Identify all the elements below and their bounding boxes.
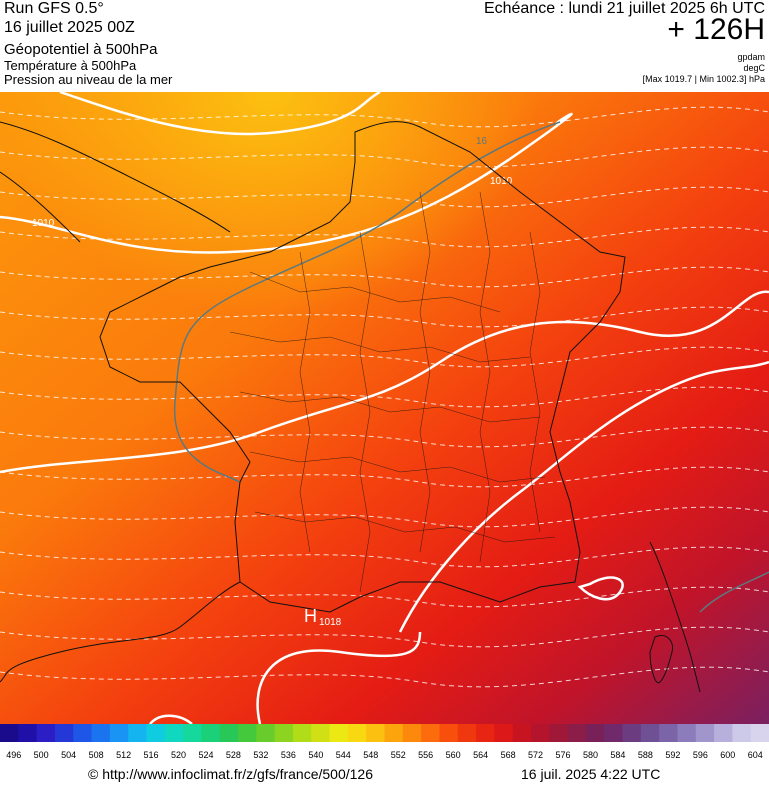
color-scale-swatch bbox=[750, 724, 769, 742]
geopotential-high-area bbox=[0, 92, 769, 724]
color-scale-swatch bbox=[219, 724, 239, 742]
color-scale-tick-label: 592 bbox=[665, 750, 680, 760]
color-scale-swatch bbox=[366, 724, 385, 742]
run-title: Run GFS 0.5° bbox=[4, 0, 104, 17]
color-scale-swatch bbox=[567, 724, 587, 742]
color-scale-swatches bbox=[0, 724, 769, 742]
color-scale-swatch bbox=[109, 724, 129, 742]
department-borders bbox=[229, 191, 556, 593]
forecast-lead-time: + 126H bbox=[667, 13, 765, 46]
color-scale-tick-label: 580 bbox=[583, 750, 598, 760]
color-scale-swatch bbox=[183, 724, 202, 742]
weather-map: 1010 1010 16 H 1018 bbox=[0, 92, 769, 724]
color-scale-swatch bbox=[732, 724, 752, 742]
color-scale-swatch bbox=[73, 724, 93, 742]
footer-generated-time: 16 juil. 2025 4:22 UTC bbox=[521, 766, 661, 782]
color-scale-tick-label: 564 bbox=[473, 750, 488, 760]
color-scale-swatch bbox=[640, 724, 660, 742]
color-scale-swatch bbox=[18, 724, 38, 742]
unit-temperature: degC bbox=[743, 63, 765, 73]
color-scale-tick-label: 500 bbox=[34, 750, 49, 760]
color-scale-swatch bbox=[274, 724, 294, 742]
color-scale-swatch bbox=[530, 724, 550, 742]
color-scale-tick-label: 504 bbox=[61, 750, 76, 760]
color-scale-tick-label: 568 bbox=[501, 750, 516, 760]
color-scale-swatch bbox=[457, 724, 477, 742]
color-scale-swatch bbox=[714, 724, 733, 742]
color-scale-swatch bbox=[238, 724, 257, 742]
unit-geopotential: gpdam bbox=[737, 52, 765, 62]
color-scale-swatch bbox=[512, 724, 532, 742]
pressure-range: [Max 1019.7 | Min 1002.3] hPa bbox=[642, 74, 765, 84]
color-scale-tick-label: 528 bbox=[226, 750, 241, 760]
color-scale-tick-label: 556 bbox=[418, 750, 433, 760]
run-date: 16 juillet 2025 00Z bbox=[4, 19, 135, 36]
color-scale-tick-label: 544 bbox=[336, 750, 351, 760]
isobar-label-group: 1010 1010 bbox=[32, 176, 513, 229]
color-scale-swatch bbox=[622, 724, 642, 742]
isobar-label: 1010 bbox=[490, 176, 513, 187]
color-scale-tick-label: 572 bbox=[528, 750, 543, 760]
color-scale-swatch bbox=[146, 724, 166, 742]
color-scale-swatch bbox=[384, 724, 404, 742]
color-scale-tick-label: 536 bbox=[281, 750, 296, 760]
color-scale-swatch bbox=[91, 724, 111, 742]
color-scale-swatch bbox=[201, 724, 221, 742]
color-scale-swatch bbox=[659, 724, 678, 742]
color-scale-tick-label: 512 bbox=[116, 750, 131, 760]
color-scale-swatch bbox=[439, 724, 459, 742]
color-scale-swatch bbox=[54, 724, 74, 742]
color-scale-swatch bbox=[36, 724, 56, 742]
high-pressure-symbol: H bbox=[304, 606, 317, 626]
color-scale-swatch bbox=[549, 724, 569, 742]
isobar-label: 1010 bbox=[32, 218, 55, 229]
color-scale-tick-label: 576 bbox=[556, 750, 571, 760]
color-scale-swatch bbox=[421, 724, 440, 742]
color-scale-tick-label: 552 bbox=[391, 750, 406, 760]
color-scale-tick-label: 520 bbox=[171, 750, 186, 760]
color-scale-swatch bbox=[476, 724, 495, 742]
color-scale-tick-label: 588 bbox=[638, 750, 653, 760]
high-pressure-marker: H 1018 bbox=[304, 606, 342, 628]
color-scale-swatch bbox=[604, 724, 624, 742]
color-scale-ticks: 496 500 504 508 512 516 520 524 528 532 536 540 544 5… bbox=[6, 750, 763, 760]
color-scale-swatch bbox=[677, 724, 697, 742]
color-scale-tick-label: 584 bbox=[610, 750, 625, 760]
color-scale-tick-label: 548 bbox=[363, 750, 378, 760]
high-pressure-value: 1018 bbox=[319, 617, 342, 628]
map-header: Run GFS 0.5° 16 juillet 2025 00Z Géopote… bbox=[0, 0, 769, 92]
field-title: Géopotentiel à 500hPa bbox=[4, 41, 158, 58]
field-subtitle-temperature: Température à 500hPa bbox=[4, 58, 137, 73]
france-borders bbox=[0, 121, 701, 693]
color-scale-swatch bbox=[164, 724, 184, 742]
color-scale-tick-label: 540 bbox=[308, 750, 323, 760]
color-scale-tick-label: 560 bbox=[446, 750, 461, 760]
color-scale-tick-label: 596 bbox=[693, 750, 708, 760]
forecast-valid-time: Echéance : lundi 21 juillet 2025 6h UTC bbox=[483, 0, 765, 17]
color-scale-tick-label: 516 bbox=[144, 750, 159, 760]
color-scale-swatch bbox=[329, 724, 349, 742]
footer-credit: © http://www.infoclimat.fr/z/gfs/france/… bbox=[88, 766, 373, 782]
color-scale-swatch bbox=[128, 724, 147, 742]
color-scale-swatch bbox=[494, 724, 514, 742]
color-scale-tick-label: 496 bbox=[6, 750, 21, 760]
color-scale-swatch bbox=[256, 724, 276, 742]
color-scale: 496 500 504 508 512 516 520 524 528 532 536 540 544 5… bbox=[0, 724, 769, 760]
color-scale-tick-label: 532 bbox=[253, 750, 268, 760]
color-scale-swatch bbox=[347, 724, 367, 742]
color-scale-tick-label: 604 bbox=[748, 750, 763, 760]
color-scale-tick-label: 508 bbox=[89, 750, 104, 760]
temperature-label: 16 bbox=[476, 136, 488, 147]
geopotential-contour bbox=[174, 121, 769, 613]
color-scale-swatch bbox=[292, 724, 312, 742]
field-subtitle-pressure: Pression au niveau de la mer bbox=[4, 72, 173, 87]
color-scale-tick-label: 524 bbox=[198, 750, 213, 760]
color-scale-swatch bbox=[695, 724, 715, 742]
color-scale-swatch bbox=[585, 724, 605, 742]
color-scale-swatch bbox=[0, 724, 19, 742]
color-scale-tick-label: 600 bbox=[720, 750, 735, 760]
color-scale-swatch bbox=[402, 724, 422, 742]
color-scale-swatch bbox=[311, 724, 331, 742]
